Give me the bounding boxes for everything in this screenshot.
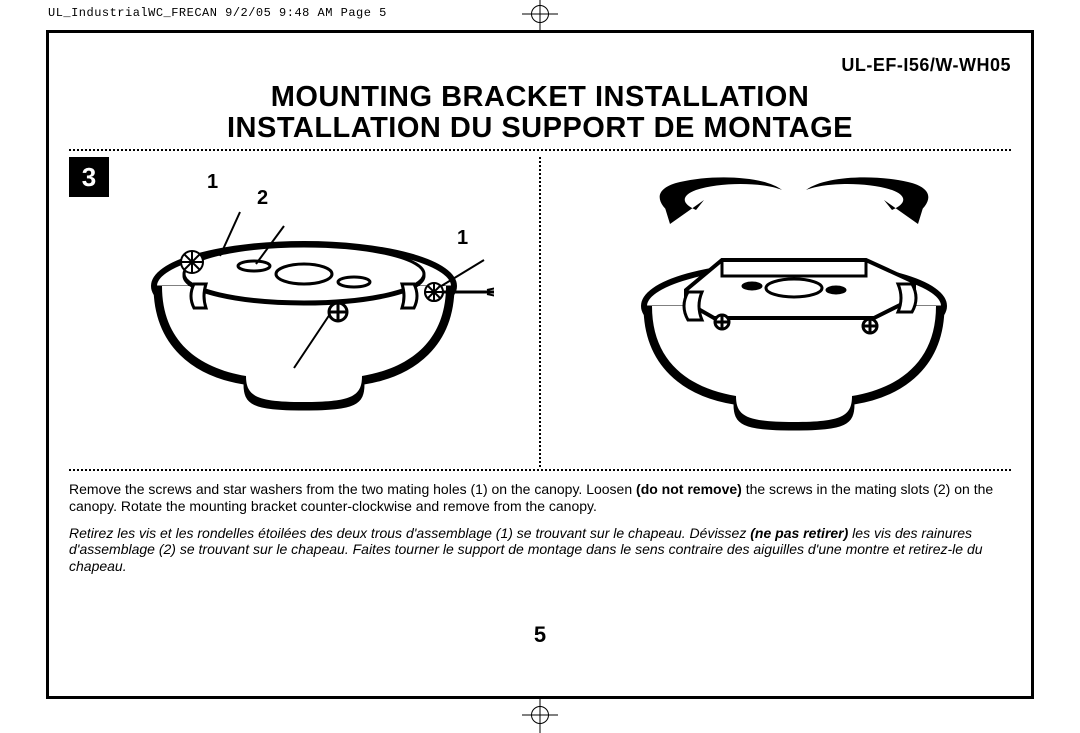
figure-right [578, 157, 1011, 467]
model-number: UL-EF-I56/W-WH05 [69, 55, 1011, 76]
canopy-illustration-left [134, 186, 494, 426]
crop-mark-bottom [522, 697, 558, 733]
instruction-fr-pre: Retirez les vis et les rondelles étoilée… [69, 525, 750, 541]
divider-bottom [69, 469, 1011, 471]
section-title-en: MOUNTING BRACKET INSTALLATION [69, 82, 1011, 113]
crop-mark-top [522, 0, 558, 32]
page-frame: UL-EF-I56/W-WH05 MOUNTING BRACKET INSTAL… [46, 30, 1034, 699]
instruction-en-pre: Remove the screws and star washers from … [69, 481, 636, 497]
page-number: 5 [69, 622, 1011, 648]
divider-top [69, 149, 1011, 151]
section-title-fr: INSTALLATION DU SUPPORT DE MONTAGE [69, 113, 1011, 144]
instruction-fr: Retirez les vis et les rondelles étoilée… [69, 525, 1011, 575]
step-figure-area: 3 1 2 1 2 [69, 157, 1011, 467]
instruction-en-bold: (do not remove) [636, 481, 742, 497]
instruction-fr-bold: (ne pas retirer) [750, 525, 848, 541]
figure-left: 1 2 1 2 [97, 157, 530, 467]
print-slug: UL_IndustrialWC_FRECAN 9/2/05 9:48 AM Pa… [48, 6, 387, 20]
canopy-illustration-right [604, 176, 984, 436]
divider-vertical [539, 157, 541, 467]
instruction-en: Remove the screws and star washers from … [69, 481, 1011, 514]
section-title: MOUNTING BRACKET INSTALLATION INSTALLATI… [69, 82, 1011, 143]
